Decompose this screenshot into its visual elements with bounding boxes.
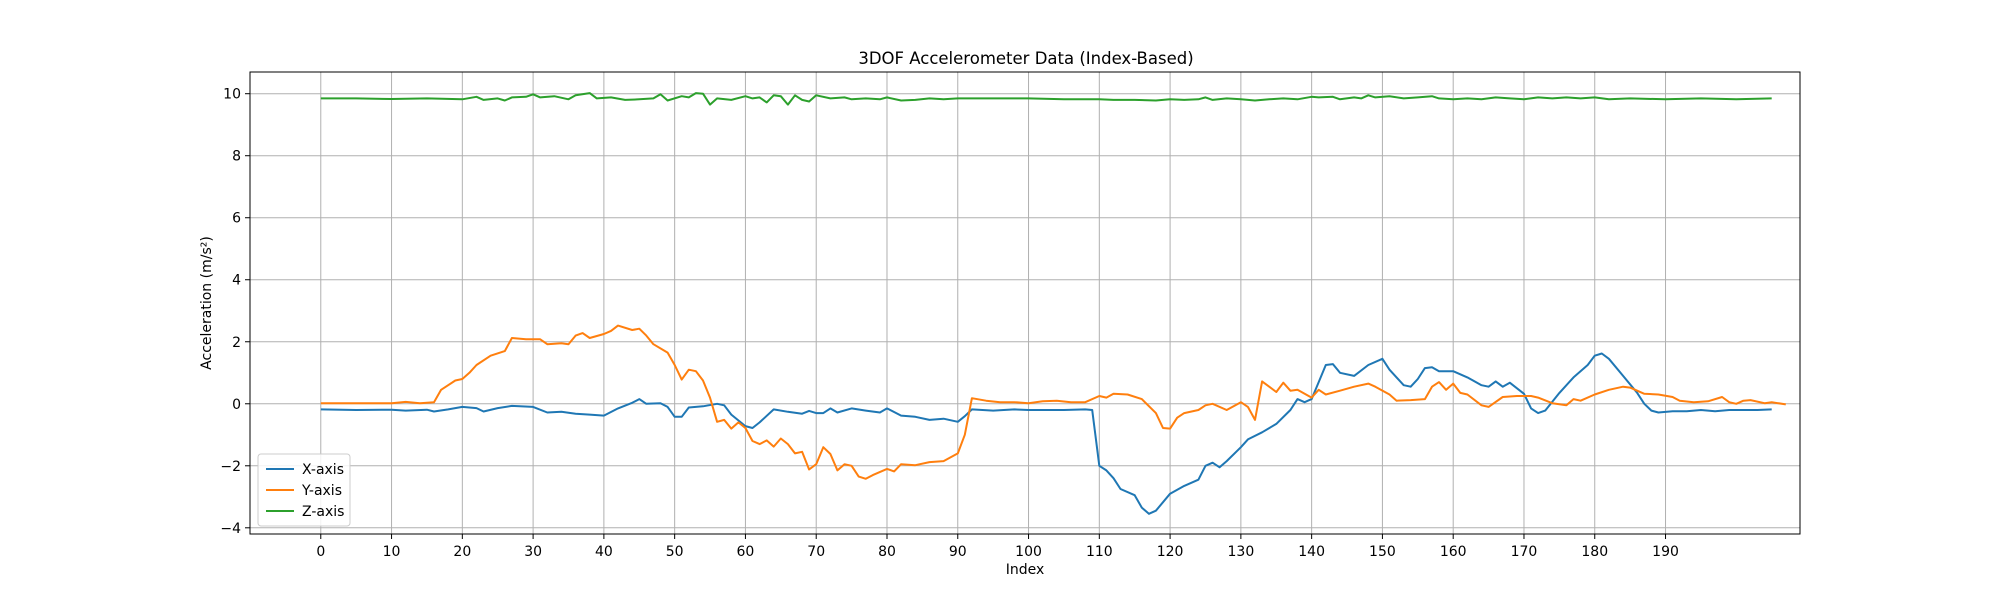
x-tick-label: 0 xyxy=(316,544,325,560)
series-line-z-axis xyxy=(320,92,1772,106)
legend-label: Y-axis xyxy=(301,483,342,499)
chart-title: 3DOF Accelerometer Data (Index-Based) xyxy=(858,49,1193,68)
series-line-x-axis xyxy=(320,352,1772,515)
legend: X-axis Y-axis Z-axis xyxy=(257,453,351,527)
legend-label: X-axis xyxy=(302,462,344,478)
y-tick-label: 4 xyxy=(232,273,241,289)
series-lines xyxy=(320,92,1786,515)
x-tick-label: 50 xyxy=(666,544,684,560)
axis-ticks: 0 10 20 30 40 50 60 70 80 90 100 110 120 130 140 150 160… xyxy=(220,87,1679,560)
x-tick-label: 30 xyxy=(524,544,542,560)
y-tick-label: 8 xyxy=(232,149,241,165)
y-tick-label: 6 xyxy=(232,211,241,227)
x-tick-label: 130 xyxy=(1228,544,1255,560)
x-axis-label: Index xyxy=(1006,562,1045,578)
y-tick-label: −2 xyxy=(220,459,241,475)
x-tick-label: 90 xyxy=(949,544,967,560)
x-tick-label: 60 xyxy=(737,544,755,560)
y-tick-label: −4 xyxy=(220,521,241,537)
x-tick-label: 170 xyxy=(1511,544,1538,560)
x-tick-label: 110 xyxy=(1086,544,1113,560)
plot-area-frame xyxy=(249,71,1801,535)
x-tick-label: 150 xyxy=(1369,544,1396,560)
x-tick-label: 190 xyxy=(1652,544,1679,560)
x-tick-label: 140 xyxy=(1298,544,1325,560)
x-tick-label: 100 xyxy=(1015,544,1042,560)
x-tick-label: 20 xyxy=(453,544,471,560)
x-tick-label: 160 xyxy=(1440,544,1467,560)
series-line-y-axis xyxy=(320,324,1786,480)
y-axis-label: Acceleration (m/s²) xyxy=(199,236,215,370)
y-tick-label: 0 xyxy=(232,397,241,413)
x-tick-label: 180 xyxy=(1581,544,1608,560)
y-tick-label: 2 xyxy=(232,335,241,351)
legend-label: Z-axis xyxy=(302,504,344,520)
x-tick-label: 80 xyxy=(878,544,896,560)
x-tick-label: 10 xyxy=(383,544,401,560)
x-tick-label: 70 xyxy=(807,544,825,560)
grid xyxy=(250,72,1800,534)
x-tick-label: 120 xyxy=(1157,544,1184,560)
x-tick-label: 40 xyxy=(595,544,613,560)
y-tick-label: 10 xyxy=(223,87,241,103)
legend-box xyxy=(257,453,351,527)
